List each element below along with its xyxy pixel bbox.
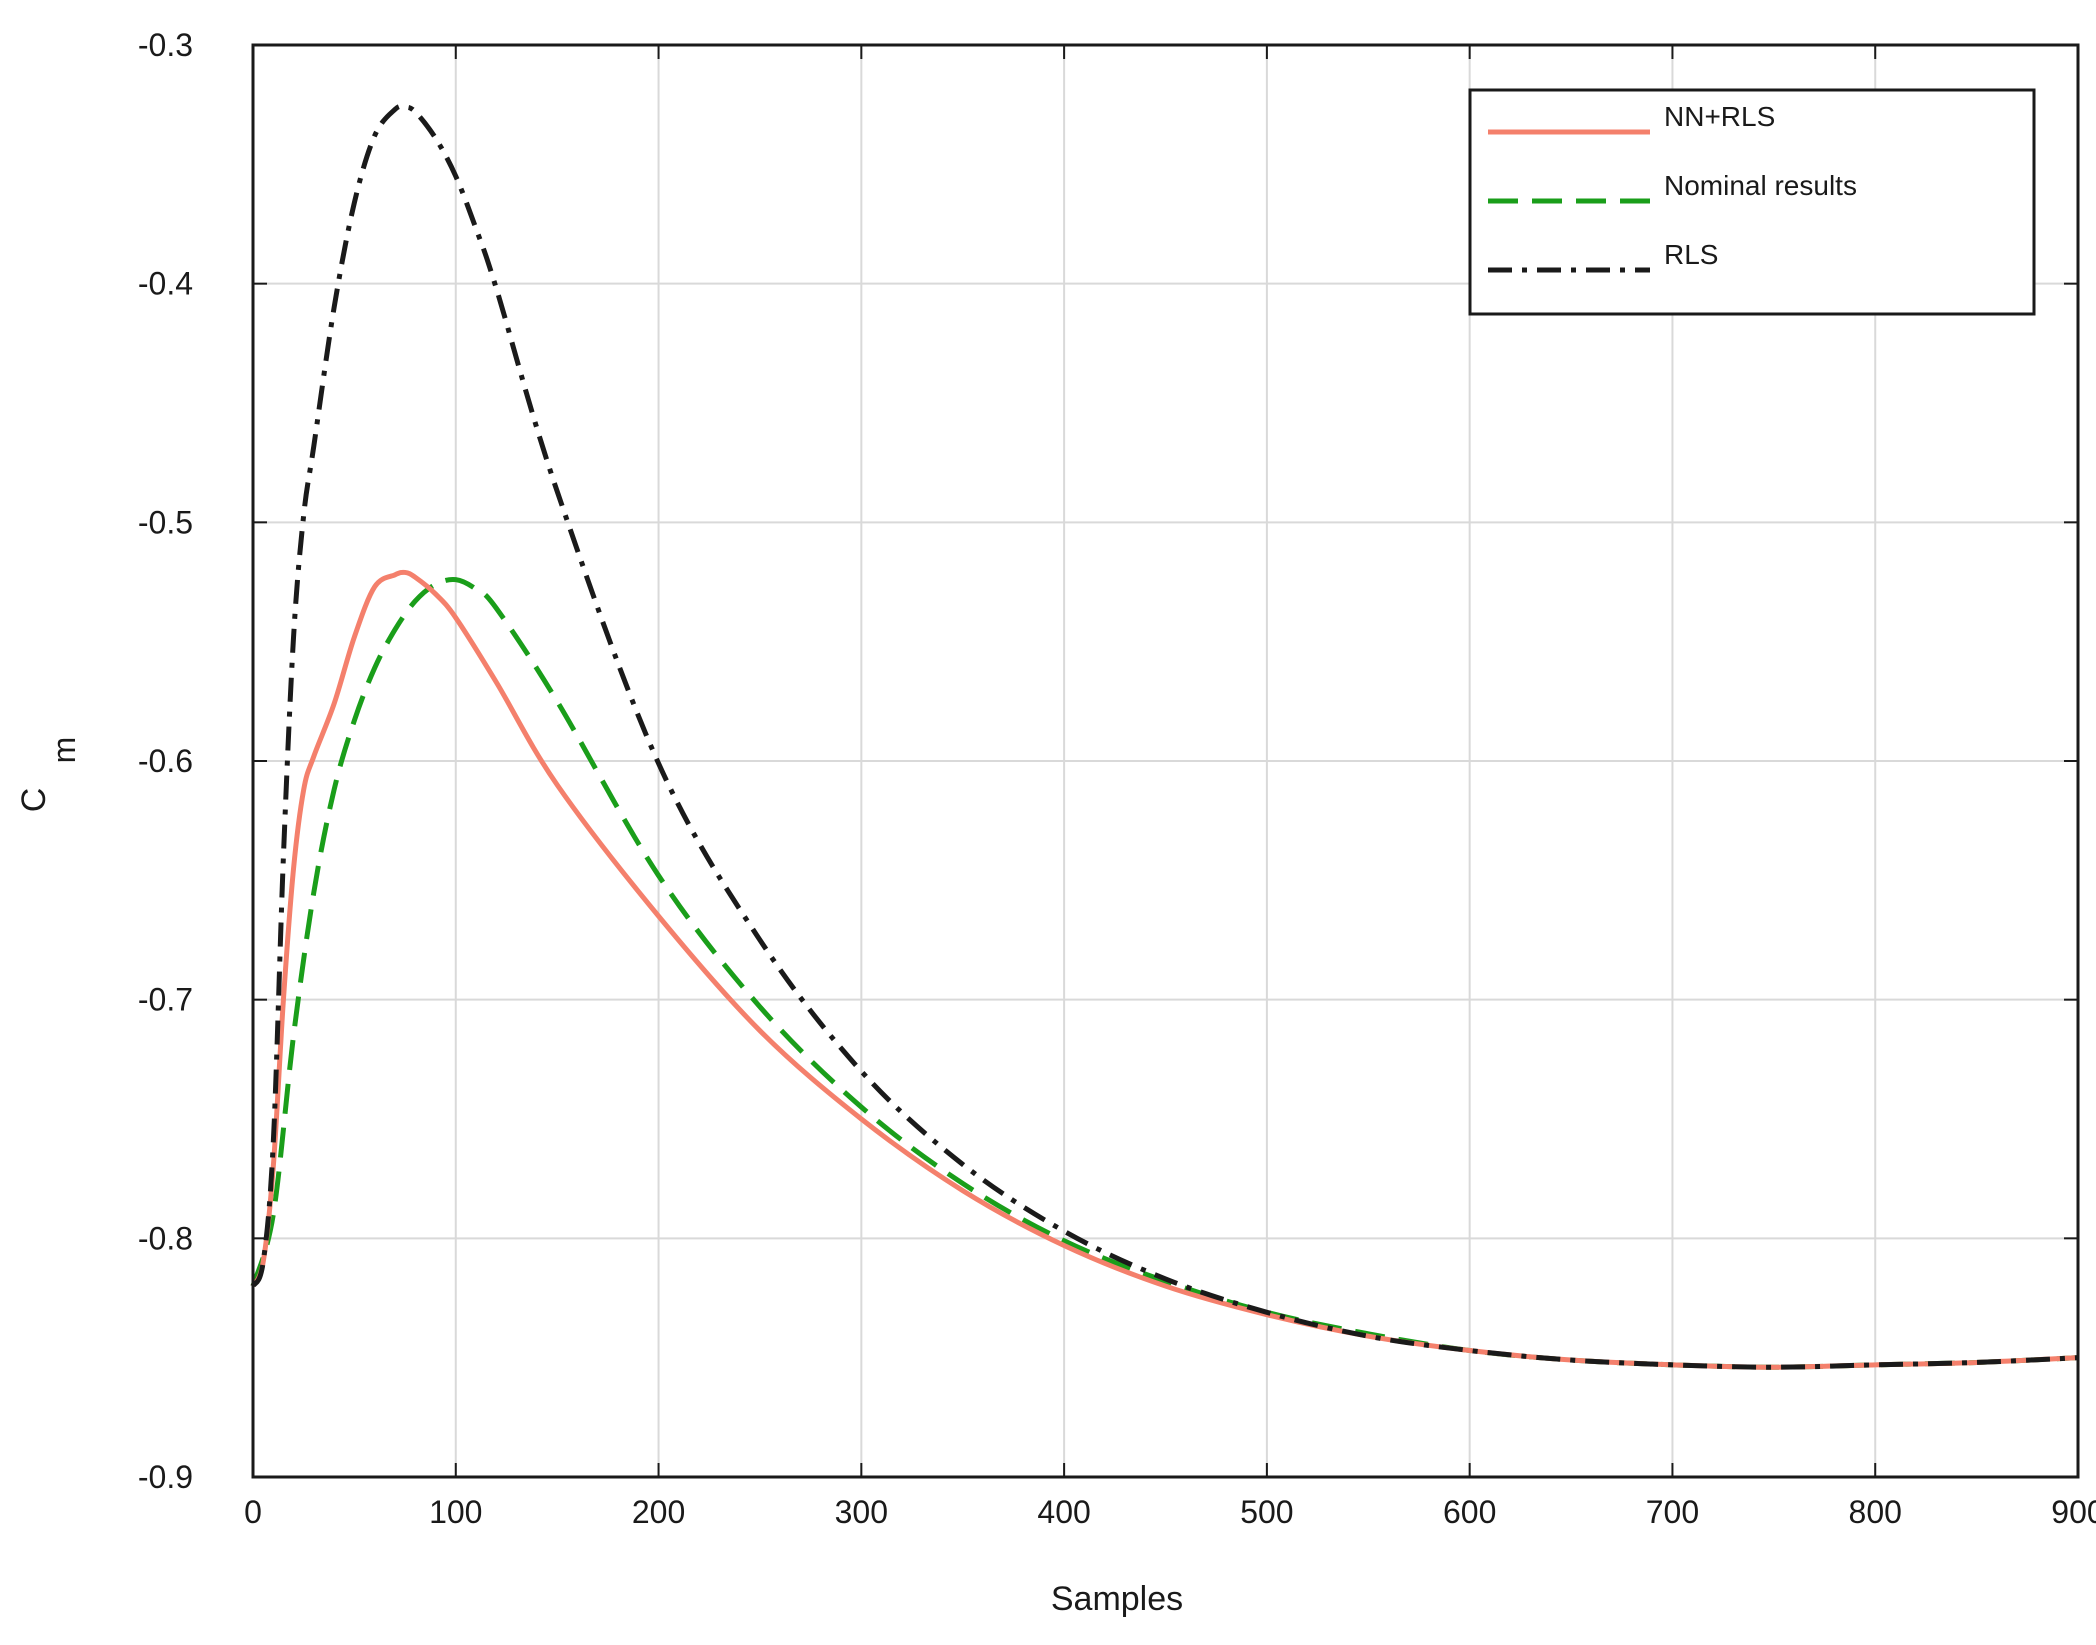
series-line-rls [250,103,2079,1370]
x-tick-label: 100 [429,1494,482,1530]
legend-label: Nominal results [1664,170,1857,201]
axes-layer [251,43,2080,1479]
y-tick-label: -0.7 [138,982,193,1018]
legend-items: NN+RLS Nominal results RLS [1488,101,1857,273]
y-tick-label: -0.4 [138,266,193,302]
x-tick-label: 500 [1240,1494,1293,1530]
series-line-nn-rls [250,569,2079,1370]
y-tick-label: -0.6 [138,743,193,779]
y-tick-label: -0.8 [138,1220,193,1256]
x-axis-title: Samples [1051,1580,1183,1618]
y-axis-title-subscript: m [46,737,82,764]
legend-label: NN+RLS [1664,101,1775,132]
legend: NN+RLS Nominal results RLS [1468,88,2036,316]
axes-frame [251,43,2080,1479]
y-axis-title: C m [15,737,82,813]
x-tick-label: 0 [244,1494,262,1530]
x-tick-label: 600 [1443,1494,1496,1530]
legend-box [1468,88,2036,316]
x-tick-label: 700 [1646,1494,1699,1530]
x-tick-label: 200 [632,1494,685,1530]
x-tick-label: 300 [835,1494,888,1530]
labels-layer: 0 100 200 300 400 500 600 700 800 900 -0.3 -0.4 -0.5… [138,27,2096,1530]
series-layer [250,103,2079,1370]
y-tick-label: -0.3 [138,27,193,63]
y-tick-label: -0.5 [138,504,193,540]
y-axis-title-main: C [15,788,53,813]
y-tick-label: -0.9 [138,1459,193,1495]
x-tick-label: 400 [1037,1494,1090,1530]
x-tick-label: 800 [1849,1494,1902,1530]
x-tick-label: 900 [2051,1494,2096,1530]
legend-label: RLS [1664,239,1718,270]
